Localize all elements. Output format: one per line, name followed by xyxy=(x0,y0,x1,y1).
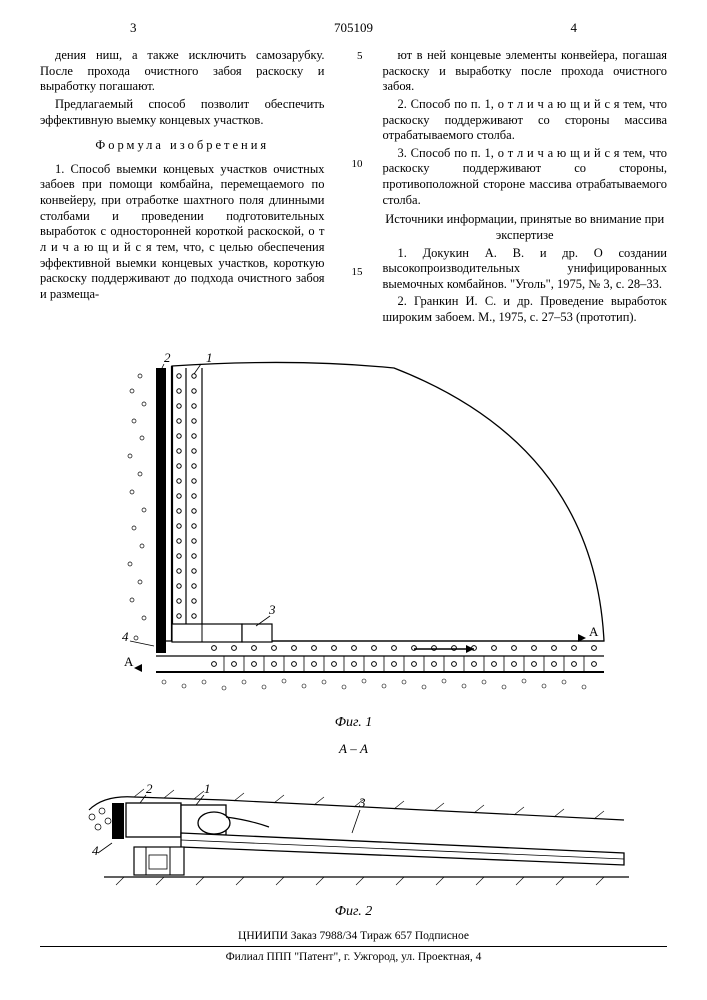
callout-1: 1 xyxy=(204,781,211,796)
callout-1: 1 xyxy=(206,350,213,365)
claim: 1. Способ выемки концевых участков очист… xyxy=(40,162,325,303)
figure-1-label: Фиг. 1 xyxy=(40,715,667,731)
section-mark-left: А xyxy=(124,654,134,669)
line-number: 5 xyxy=(345,50,363,64)
figure-1-svg: 1 2 3 4 А А xyxy=(94,346,614,706)
callout-2: 2 xyxy=(146,781,153,796)
sources-heading: Источники информации, принятые во вниман… xyxy=(383,212,668,243)
callout-2: 2 xyxy=(164,350,171,365)
line-number-gutter: 5 10 15 xyxy=(345,48,363,328)
paragraph: Предлагаемый способ позволит обеспечить … xyxy=(40,97,325,128)
paragraph: ют в ней концевые элементы конвейера, по… xyxy=(383,48,668,95)
page-header: 3 705109 4 xyxy=(40,20,667,40)
footer-rule xyxy=(40,946,667,947)
figure-1-container: 1 2 3 4 А А Фиг. 1 xyxy=(40,346,667,731)
claim: 3. Способ по п. 1, о т л и ч а ю щ и й с… xyxy=(383,146,668,209)
callout-3: 3 xyxy=(358,795,366,810)
left-column: дения ниш, а также исключить самозарубку… xyxy=(40,48,325,328)
section-mark-right: А xyxy=(589,624,599,639)
callout-4: 4 xyxy=(122,629,129,644)
line-number: 15 xyxy=(345,266,363,280)
footer-line2: Филиал ППП "Патент", г. Ужгород, ул. Про… xyxy=(40,951,667,963)
right-column: ют в ней концевые элементы конвейера, по… xyxy=(383,48,668,328)
paragraph: дения ниш, а также исключить самозарубку… xyxy=(40,48,325,95)
formula-heading: Формула изобретения xyxy=(40,138,325,154)
section-aa-label: А – А xyxy=(40,741,667,757)
column-number-left: 3 xyxy=(130,20,137,36)
footer: ЦНИИПИ Заказ 7988/34 Тираж 657 Подписное… xyxy=(40,930,667,963)
figure-2-svg: 1 2 3 4 xyxy=(74,775,634,895)
text-columns: дения ниш, а также исключить самозарубку… xyxy=(40,48,667,328)
patent-number: 705109 xyxy=(334,20,373,36)
source-ref: 1. Докукин А. В. и др. О создании высоко… xyxy=(383,246,668,293)
callout-4: 4 xyxy=(92,843,99,858)
column-number-right: 4 xyxy=(571,20,578,36)
line-number: 10 xyxy=(345,158,363,172)
figure-2-container: 1 2 3 4 Фиг. 2 xyxy=(40,775,667,920)
footer-line1: ЦНИИПИ Заказ 7988/34 Тираж 657 Подписное xyxy=(40,930,667,942)
callout-3: 3 xyxy=(268,602,276,617)
figure-2-label: Фиг. 2 xyxy=(40,904,667,920)
claim: 2. Способ по п. 1, о т л и ч а ю щ и й с… xyxy=(383,97,668,144)
source-ref: 2. Гранкин И. С. и др. Проведение вырабо… xyxy=(383,294,668,325)
